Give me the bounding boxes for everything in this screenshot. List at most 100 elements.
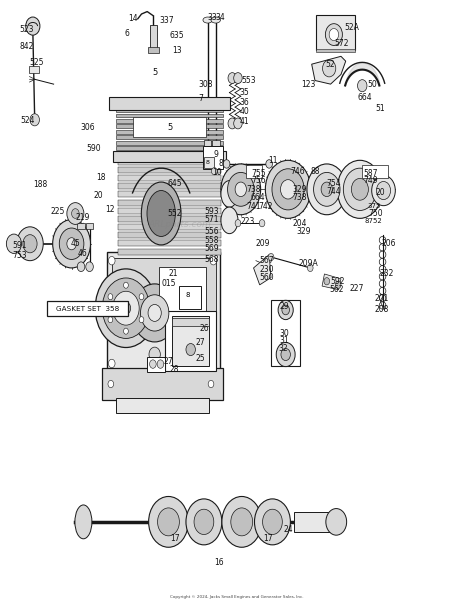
Circle shape (265, 161, 311, 218)
Text: 375: 375 (367, 203, 380, 209)
Text: 45: 45 (71, 239, 81, 248)
Bar (117, 108, 223, 112)
Bar (148, 47, 158, 53)
Circle shape (325, 24, 342, 45)
Polygon shape (322, 274, 341, 290)
Circle shape (276, 342, 295, 367)
Ellipse shape (203, 17, 212, 23)
Bar (147, 357, 165, 372)
Bar (246, 165, 262, 178)
Text: 7: 7 (198, 94, 203, 103)
Circle shape (234, 73, 242, 84)
Text: 553: 553 (242, 76, 256, 85)
Text: 232: 232 (380, 270, 394, 279)
Polygon shape (254, 255, 271, 285)
Circle shape (109, 359, 115, 368)
Text: 12: 12 (106, 205, 115, 214)
Circle shape (108, 294, 113, 300)
Text: 593: 593 (204, 207, 219, 216)
Text: 552: 552 (167, 209, 182, 218)
Circle shape (113, 291, 139, 325)
Circle shape (194, 509, 214, 534)
Text: 590: 590 (87, 144, 101, 153)
Circle shape (263, 509, 283, 534)
Text: 88: 88 (310, 167, 320, 176)
Text: 28: 28 (170, 365, 179, 374)
Text: 5: 5 (152, 67, 157, 76)
Bar (117, 398, 209, 413)
Bar (317, 15, 355, 50)
Text: 645: 645 (167, 179, 182, 188)
Bar (159, 267, 206, 318)
Bar (294, 512, 336, 531)
Text: 523: 523 (19, 25, 34, 34)
Text: 8: 8 (185, 292, 190, 298)
Circle shape (95, 269, 156, 347)
Bar (203, 146, 223, 169)
Ellipse shape (147, 190, 175, 236)
Text: 40: 40 (239, 107, 249, 116)
Text: 16: 16 (214, 559, 224, 567)
Text: 742: 742 (258, 202, 273, 211)
Circle shape (278, 301, 293, 319)
Circle shape (221, 164, 261, 215)
Text: 755: 755 (251, 168, 266, 178)
Circle shape (228, 118, 237, 129)
Text: 13: 13 (172, 46, 182, 55)
Circle shape (23, 235, 37, 253)
Circle shape (343, 168, 376, 210)
Text: 592: 592 (330, 277, 345, 286)
Text: 11: 11 (268, 156, 277, 165)
Circle shape (102, 278, 150, 338)
Circle shape (272, 169, 304, 210)
Circle shape (124, 282, 128, 288)
Text: 738: 738 (246, 185, 261, 194)
Bar (77, 223, 85, 229)
Circle shape (149, 496, 188, 547)
Polygon shape (312, 56, 346, 84)
Bar (112, 258, 216, 333)
Circle shape (72, 208, 79, 218)
Bar (133, 118, 206, 137)
Bar (117, 141, 223, 145)
Circle shape (140, 295, 169, 331)
Text: 123: 123 (301, 79, 315, 88)
Circle shape (77, 262, 85, 271)
Circle shape (121, 302, 131, 315)
Text: 756: 756 (251, 176, 266, 185)
Circle shape (139, 294, 144, 300)
Bar (118, 159, 221, 165)
Bar (29, 66, 39, 73)
Text: 30: 30 (280, 328, 289, 338)
Ellipse shape (221, 207, 238, 234)
Circle shape (376, 181, 391, 199)
Text: 329: 329 (296, 227, 310, 236)
Text: 015: 015 (161, 279, 176, 288)
Circle shape (372, 175, 395, 205)
Text: 208: 208 (374, 305, 388, 313)
Text: ARLparts.com: ARLparts.com (149, 220, 212, 229)
Circle shape (30, 114, 39, 126)
Text: 591: 591 (12, 241, 27, 250)
Text: 738: 738 (293, 193, 307, 202)
Circle shape (324, 278, 329, 285)
Ellipse shape (75, 505, 92, 539)
Bar (117, 146, 223, 150)
Bar (117, 135, 223, 139)
Text: 34: 34 (216, 13, 226, 22)
Circle shape (108, 317, 113, 323)
Text: 337: 337 (159, 16, 173, 24)
Bar (86, 223, 93, 229)
Text: 749: 749 (364, 176, 378, 185)
Circle shape (210, 256, 217, 265)
Circle shape (86, 262, 93, 271)
Circle shape (228, 172, 254, 206)
Bar (179, 286, 201, 309)
Circle shape (281, 179, 296, 199)
Circle shape (67, 202, 84, 224)
Text: 6: 6 (125, 30, 129, 38)
Text: 219: 219 (75, 213, 90, 222)
Text: 746: 746 (290, 167, 305, 176)
Circle shape (222, 496, 262, 547)
Bar (109, 98, 230, 110)
